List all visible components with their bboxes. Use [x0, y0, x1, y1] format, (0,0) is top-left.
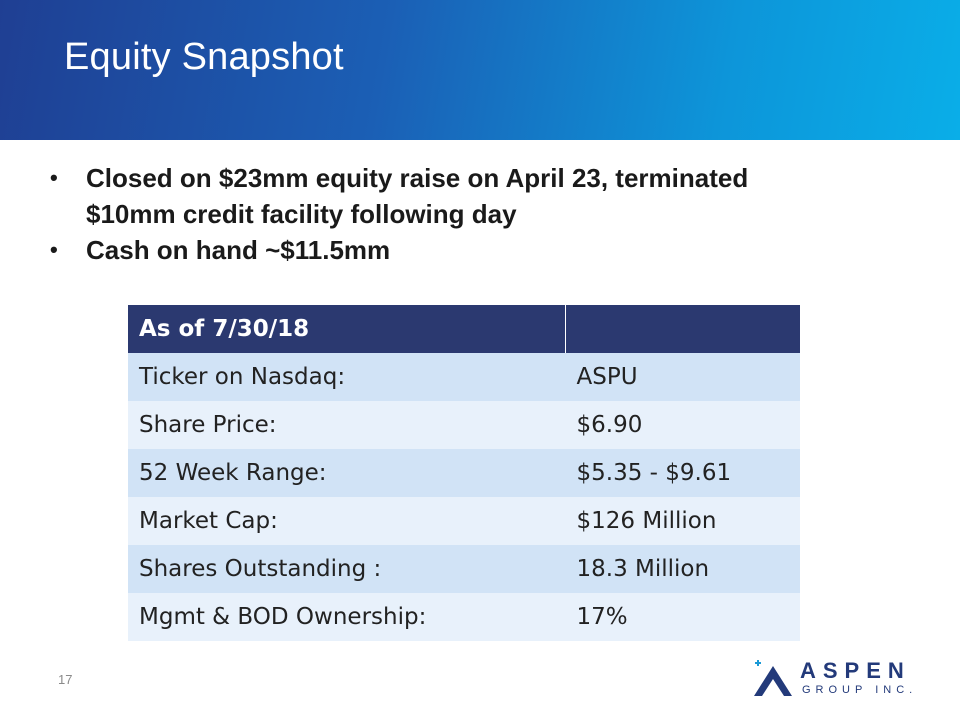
- bullet-icon: •: [50, 237, 58, 262]
- table-header-empty: [565, 305, 800, 353]
- bullet-item: • Cash on hand ~$11.5mm: [50, 232, 830, 268]
- table-header-row: As of 7/30/18: [128, 305, 800, 353]
- row-value: $126 Million: [565, 497, 800, 545]
- bullet-text: Cash on hand ~$11.5mm: [86, 235, 391, 265]
- bullet-item: • Closed on $23mm equity raise on April …: [50, 160, 830, 232]
- row-value: ASPU: [565, 353, 800, 401]
- table-row: 52 Week Range: $5.35 - $9.61: [128, 449, 800, 497]
- table-row: Market Cap: $126 Million: [128, 497, 800, 545]
- row-value: $6.90: [565, 401, 800, 449]
- header-banner: [0, 0, 960, 140]
- bullet-text: Closed on $23mm equity raise on April 23…: [86, 163, 749, 229]
- row-label: Shares Outstanding :: [128, 545, 566, 593]
- table-row: Mgmt & BOD Ownership: 17%: [128, 593, 800, 641]
- row-label: Mgmt & BOD Ownership:: [128, 593, 566, 641]
- bullet-icon: •: [50, 165, 58, 190]
- row-label: 52 Week Range:: [128, 449, 566, 497]
- row-value: 17%: [565, 593, 800, 641]
- row-value: $5.35 - $9.61: [565, 449, 800, 497]
- row-label: Share Price:: [128, 401, 566, 449]
- table-header-date: As of 7/30/18: [128, 305, 566, 353]
- row-label: Ticker on Nasdaq:: [128, 353, 566, 401]
- equity-snapshot-table: As of 7/30/18 Ticker on Nasdaq: ASPU Sha…: [128, 305, 800, 641]
- table-row: Ticker on Nasdaq: ASPU: [128, 353, 800, 401]
- row-value: 18.3 Million: [565, 545, 800, 593]
- logo-wordmark: ASPEN: [800, 658, 911, 683]
- row-label: Market Cap:: [128, 497, 566, 545]
- slide-number: 17: [58, 672, 73, 687]
- page-title: Equity Snapshot: [64, 36, 344, 78]
- table-row: Shares Outstanding : 18.3 Million: [128, 545, 800, 593]
- table-row: Share Price: $6.90: [128, 401, 800, 449]
- bullet-list: • Closed on $23mm equity raise on April …: [50, 160, 830, 268]
- logo-subtext: GROUP INC.: [802, 684, 918, 696]
- aspen-mountain-icon: [754, 660, 792, 696]
- aspen-group-logo: ASPEN GROUP INC.: [752, 658, 932, 702]
